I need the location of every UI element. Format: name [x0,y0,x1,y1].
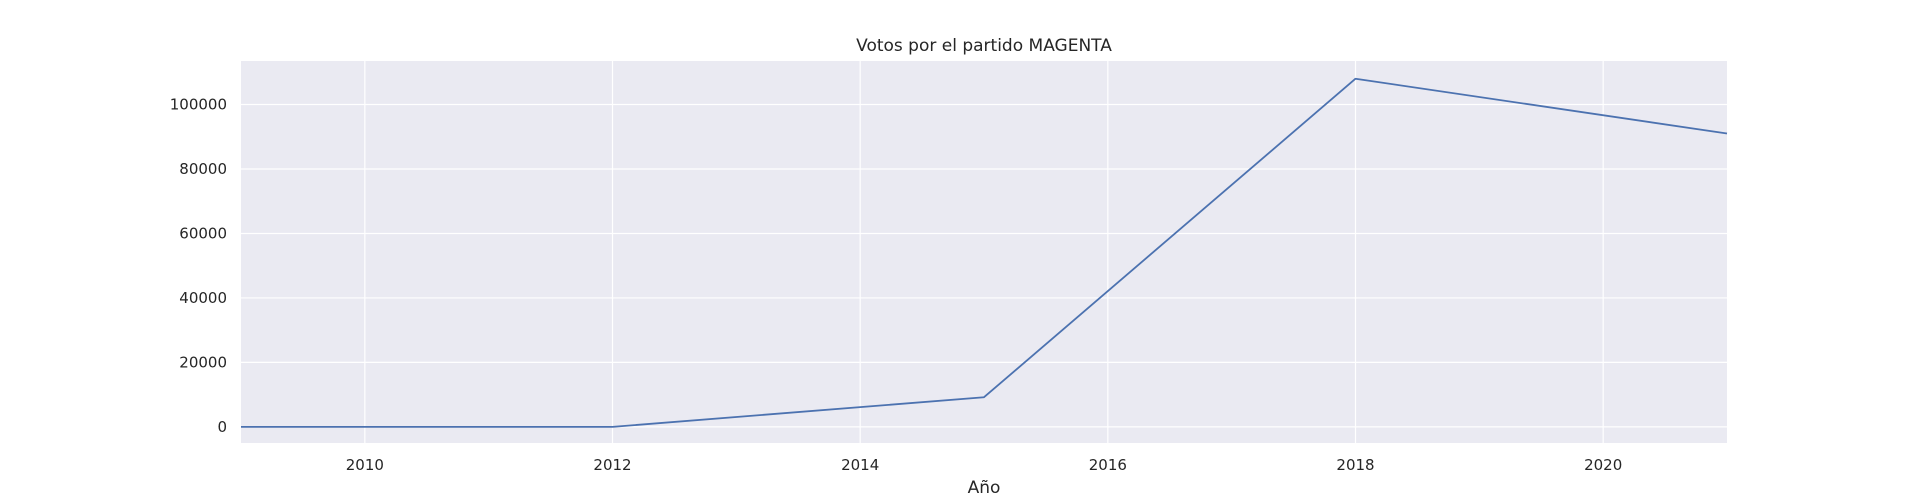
x-tick-label: 2012 [593,456,631,474]
y-tick-label: 60000 [179,224,227,242]
chart-title: Votos por el partido MAGENTA [856,36,1112,56]
y-tick-label: 40000 [179,289,227,307]
x-tick-labels: 2010 2012 2014 2016 2018 2020 [346,456,1623,474]
x-tick-label: 2014 [841,456,879,474]
series-layer [241,77,1728,428]
x-tick-label: 2018 [1336,456,1374,474]
series-line [241,77,1728,428]
y-tick-label: 80000 [179,160,227,178]
x-tick-label: 2020 [1584,456,1622,474]
y-tick-label: 100000 [170,96,227,114]
plot-background [241,61,1727,443]
y-tick-label: 0 [217,418,227,436]
x-axis-label: Año [968,478,1001,498]
x-tick-label: 2016 [1089,456,1127,474]
x-grid [364,61,1604,443]
x-tick-label: 2010 [346,456,384,474]
y-tick-label: 20000 [179,353,227,371]
y-tick-labels: 0 20000 40000 60000 80000 100000 [170,96,227,436]
